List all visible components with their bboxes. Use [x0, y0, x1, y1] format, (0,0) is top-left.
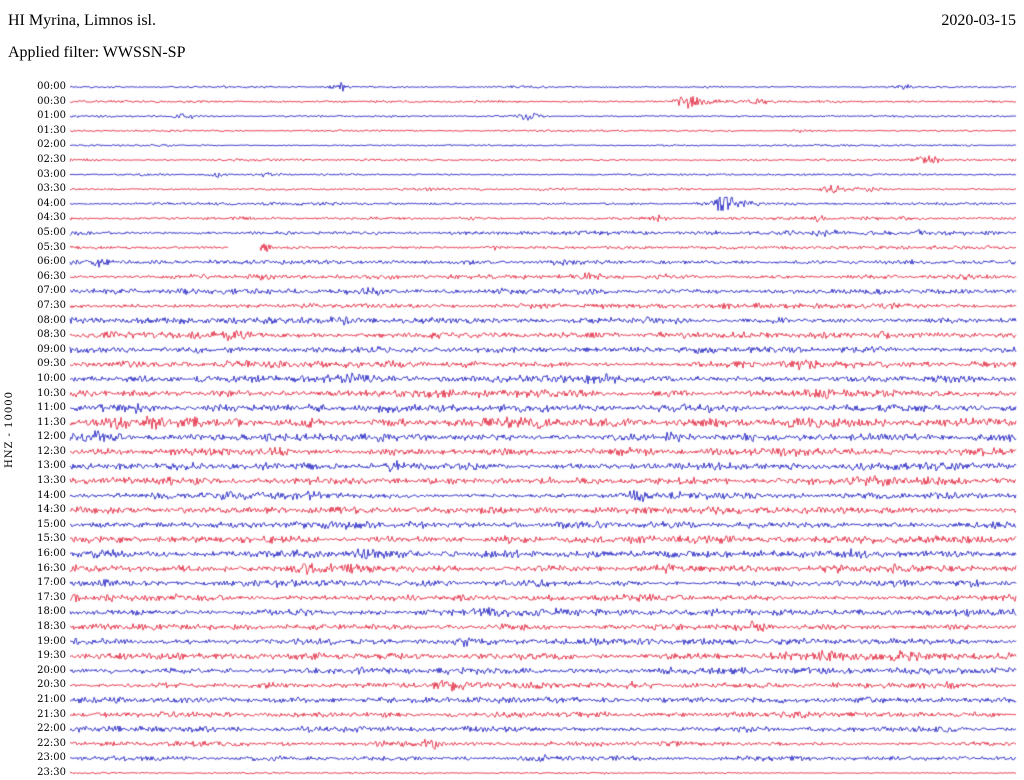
time-label: 14:00	[37, 489, 66, 501]
time-label: 20:30	[37, 679, 66, 691]
time-label: 05:30	[37, 241, 66, 253]
time-label: 20:00	[37, 664, 66, 676]
time-label: 21:00	[37, 694, 66, 706]
time-label: 23:30	[37, 767, 66, 778]
time-label: 17:30	[37, 591, 66, 603]
time-label: 19:00	[37, 635, 66, 647]
time-label: 01:00	[37, 110, 66, 122]
time-label: 11:00	[37, 402, 66, 414]
time-label: 01:30	[37, 124, 66, 136]
time-label: 03:30	[37, 183, 66, 195]
time-label: 16:30	[37, 562, 66, 574]
time-label: 10:00	[37, 372, 66, 384]
time-label: 23:00	[37, 752, 66, 764]
time-label: 18:30	[37, 621, 66, 633]
time-label: 13:30	[37, 475, 66, 487]
time-label: 18:00	[37, 606, 66, 618]
time-label: 00:30	[37, 95, 66, 107]
time-label: 07:30	[37, 299, 66, 311]
time-label: 14:30	[37, 504, 66, 516]
time-label: 22:30	[37, 737, 66, 749]
time-label: 08:30	[37, 329, 66, 341]
time-label: 22:00	[37, 723, 66, 735]
time-label: 07:00	[37, 285, 66, 297]
time-label: 02:30	[37, 153, 66, 165]
time-label: 13:00	[37, 460, 66, 472]
time-label: 21:30	[37, 708, 66, 720]
time-label: 19:30	[37, 650, 66, 662]
time-label: 08:00	[37, 314, 66, 326]
time-label: 12:30	[37, 445, 66, 457]
time-label: 04:00	[37, 197, 66, 209]
time-label: 10:30	[37, 387, 66, 399]
time-label: 02:00	[37, 139, 66, 151]
time-label: 09:00	[37, 343, 66, 355]
time-label: 00:00	[37, 81, 66, 92]
time-label: 05:00	[37, 226, 66, 238]
time-label: 11:30	[37, 416, 66, 428]
time-label: 17:00	[37, 577, 66, 589]
time-label: 06:30	[37, 270, 66, 282]
time-label: 09:30	[37, 358, 66, 370]
time-label: 15:30	[37, 533, 66, 545]
time-label: 04:30	[37, 212, 66, 224]
time-label: 16:00	[37, 548, 66, 560]
time-label: 15:00	[37, 518, 66, 530]
time-label: 12:00	[37, 431, 66, 443]
time-label: 06:00	[37, 256, 66, 268]
time-label: 03:00	[37, 168, 66, 180]
